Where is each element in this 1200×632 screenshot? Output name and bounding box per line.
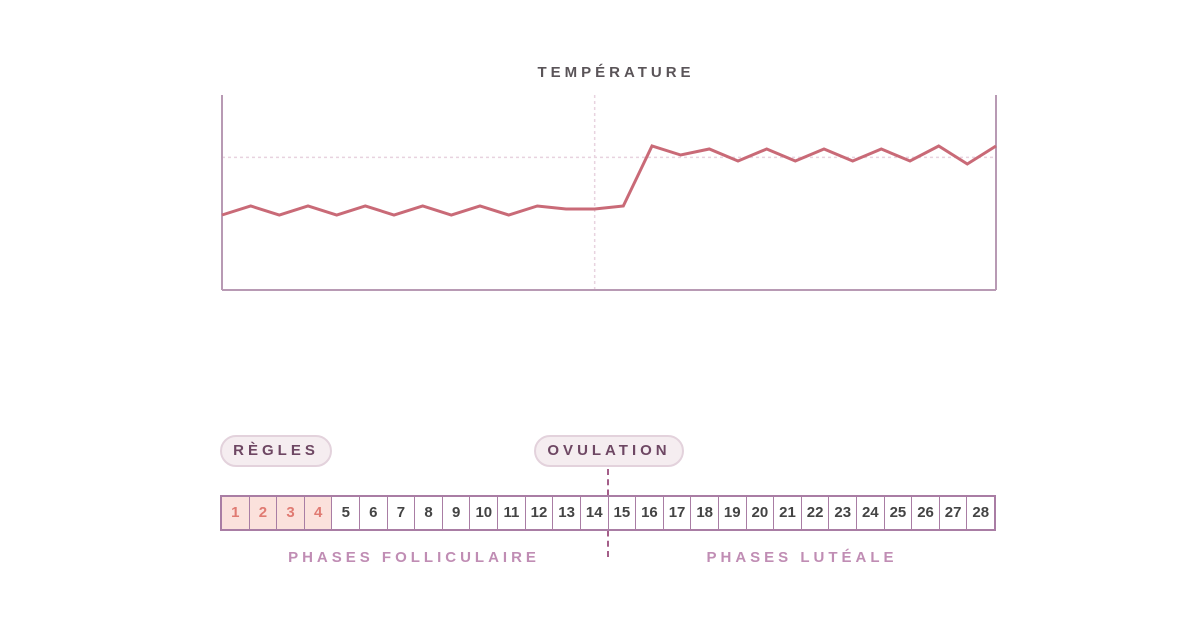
phase-luteal-label: PHASES LUTÉALE — [706, 549, 898, 566]
day-cell-19: 19 — [719, 497, 747, 529]
day-cell-7: 7 — [388, 497, 416, 529]
day-cell-4: 4 — [304, 497, 333, 529]
day-cell-23: 23 — [829, 497, 858, 529]
day-cell-25: 25 — [885, 497, 913, 529]
day-cell-2: 2 — [249, 497, 278, 529]
phase-follicular-label: PHASES FOLLICULAIRE — [288, 549, 540, 566]
day-cell-21: 21 — [774, 497, 802, 529]
ovulation-badge: OVULATION — [534, 435, 684, 467]
temperature-line — [221, 144, 997, 217]
day-cell-28: 28 — [972, 504, 990, 521]
temperature-chart — [221, 95, 997, 291]
day-cell-10: 10 — [470, 497, 499, 529]
day-cell-9: 9 — [443, 497, 471, 529]
day-cell-1: 1 — [222, 497, 250, 529]
day-cell-8: 8 — [415, 497, 443, 529]
day-cell-13: 13 — [553, 497, 581, 529]
day-cell-17: 17 — [664, 497, 692, 529]
chart-title: TEMPÉRATURE — [537, 64, 695, 81]
day-cell-22: 22 — [802, 497, 830, 529]
regles-badge: RÈGLES — [220, 435, 332, 467]
day-cell-3: 3 — [277, 497, 305, 529]
day-cell-18: 18 — [691, 497, 719, 529]
day-cell-11: 11 — [498, 497, 526, 529]
day-cell-16: 16 — [636, 497, 664, 529]
day-cell-14: 14 — [581, 497, 609, 529]
day-cell-5: 5 — [332, 497, 361, 529]
day-cell-27: 27 — [940, 497, 968, 529]
day-cell-12: 12 — [526, 497, 554, 529]
day-cell-15: 15 — [609, 497, 637, 529]
day-cell-26: 26 — [912, 497, 940, 529]
cycle-day-strip: 1 2 3 4 5 6 7 8 9 10 11 12 13 14 15 16 17 18 19 20 21 22 23 24 2… — [220, 495, 996, 531]
day-cell-20: 20 — [747, 497, 775, 529]
day-cell-6: 6 — [360, 497, 388, 529]
day-cell-24: 24 — [857, 497, 885, 529]
